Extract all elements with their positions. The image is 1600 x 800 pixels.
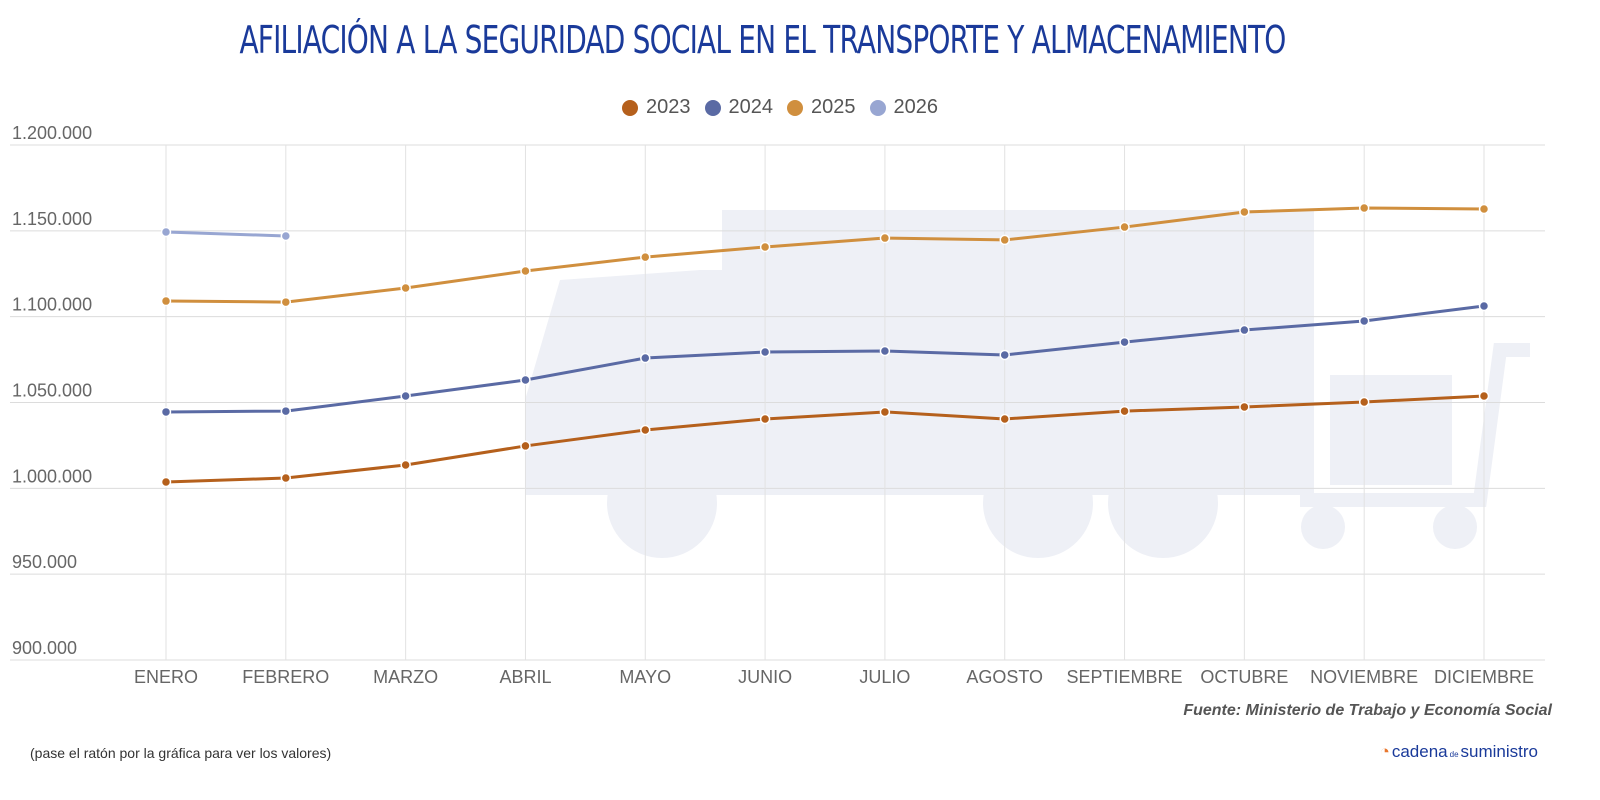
- legend-dot-icon: [704, 99, 721, 116]
- x-tick-label: OCTUBRE: [1200, 667, 1288, 687]
- data-point[interactable]: [1239, 324, 1250, 336]
- data-point[interactable]: [759, 413, 771, 425]
- data-point[interactable]: [1478, 203, 1490, 215]
- y-tick-label: 950.000: [12, 552, 77, 572]
- gridlines: [10, 144, 1545, 661]
- series-2023[interactable]: [160, 390, 1490, 488]
- series-2026[interactable]: [160, 226, 292, 242]
- hover-hint: (pase el ratón por la gráfica para ver l…: [30, 745, 332, 761]
- x-tick-label: FEBRERO: [242, 667, 329, 687]
- chart-title: AFILIACIÓN A LA SEGURIDAD SOCIAL EN EL T…: [239, 18, 1286, 62]
- series-2025[interactable]: [160, 202, 1490, 308]
- x-tick-label: MARZO: [373, 667, 438, 687]
- y-tick-label: 1.050.000: [12, 381, 92, 401]
- series-line[interactable]: [165, 394, 1485, 484]
- data-point[interactable]: [520, 374, 531, 386]
- series-lines: [160, 202, 1490, 488]
- data-point[interactable]: [160, 476, 172, 488]
- data-point[interactable]: [1358, 315, 1370, 327]
- legend-item[interactable]: 2024: [704, 96, 774, 119]
- logo: ◔ cadena de suministro: [1379, 742, 1538, 761]
- data-point[interactable]: [160, 226, 172, 238]
- y-tick-label: 1.000.000: [12, 466, 92, 486]
- legend-item[interactable]: 2023: [622, 96, 691, 119]
- data-point[interactable]: [1119, 221, 1130, 233]
- data-point[interactable]: [640, 251, 651, 263]
- data-point[interactable]: [160, 295, 172, 307]
- data-point[interactable]: [759, 346, 771, 358]
- legend: 2023 2024 2025 2026: [0, 96, 1560, 119]
- series-line[interactable]: [165, 206, 1485, 304]
- y-tick-label: 1.150.000: [12, 209, 92, 229]
- legend-label: 2025: [811, 96, 856, 118]
- data-point[interactable]: [999, 349, 1010, 361]
- data-point[interactable]: [280, 472, 292, 484]
- data-point[interactable]: [280, 296, 292, 308]
- data-point[interactable]: [1119, 336, 1130, 348]
- data-point[interactable]: [1358, 396, 1370, 408]
- legend-dot-icon: [787, 99, 803, 116]
- data-point[interactable]: [400, 459, 411, 471]
- data-point[interactable]: [999, 413, 1010, 425]
- data-point[interactable]: [280, 230, 292, 242]
- data-point[interactable]: [879, 345, 891, 357]
- legend-item[interactable]: 2025: [787, 96, 856, 119]
- data-point[interactable]: [520, 440, 531, 452]
- source-note: Fuente: Ministerio de Trabajo y Economía…: [1183, 702, 1552, 719]
- y-axis-labels: 900.000 950.000 1.000.000 1.050.000 1.100.00…: [12, 123, 92, 658]
- x-tick-label: ENERO: [134, 667, 198, 687]
- legend-dot-icon: [622, 99, 638, 116]
- x-tick-label: JUNIO: [738, 667, 792, 687]
- data-point[interactable]: [1478, 390, 1490, 402]
- data-point[interactable]: [1358, 202, 1370, 214]
- y-tick-label: 900.000: [12, 638, 77, 658]
- legend-item[interactable]: 2026: [869, 96, 939, 119]
- data-point[interactable]: [640, 352, 651, 364]
- series-2024[interactable]: [160, 300, 1490, 418]
- data-point[interactable]: [640, 424, 651, 436]
- x-tick-label: NOVIEMBRE: [1310, 667, 1418, 687]
- legend-label: 2023: [646, 96, 691, 118]
- x-tick-label: SEPTIEMBRE: [1067, 667, 1183, 687]
- data-point[interactable]: [1239, 401, 1250, 413]
- x-tick-label: AGOSTO: [966, 667, 1043, 687]
- logo-icon: ◔: [1379, 742, 1390, 761]
- y-tick-label: 1.200.000: [12, 123, 92, 143]
- data-point[interactable]: [400, 390, 411, 402]
- y-tick-label: 1.100.000: [12, 295, 92, 315]
- data-point[interactable]: [879, 406, 891, 418]
- data-point[interactable]: [759, 241, 771, 253]
- data-point[interactable]: [280, 405, 292, 417]
- truck-watermark: [525, 210, 1530, 558]
- x-tick-label: DICIEMBRE: [1434, 667, 1534, 687]
- x-tick-label: ABRIL: [499, 667, 551, 687]
- x-tick-label: JULIO: [859, 667, 910, 687]
- data-point[interactable]: [160, 406, 172, 418]
- series-line[interactable]: [165, 230, 286, 238]
- data-point[interactable]: [1119, 405, 1130, 417]
- series-line[interactable]: [165, 304, 1485, 414]
- legend-label: 2026: [893, 96, 939, 118]
- data-point[interactable]: [1239, 206, 1250, 218]
- data-point[interactable]: [520, 265, 531, 277]
- data-point[interactable]: [1478, 300, 1490, 312]
- data-point[interactable]: [400, 282, 411, 294]
- data-point[interactable]: [879, 232, 891, 244]
- legend-dot-icon: [869, 99, 886, 116]
- x-tick-label: MAYO: [619, 667, 671, 687]
- data-point[interactable]: [999, 234, 1010, 246]
- x-axis-labels: ENERO FEBRERO MARZO ABRIL MAYO JUNIO JULIO AGOS…: [134, 667, 1534, 687]
- legend-label: 2024: [728, 96, 774, 118]
